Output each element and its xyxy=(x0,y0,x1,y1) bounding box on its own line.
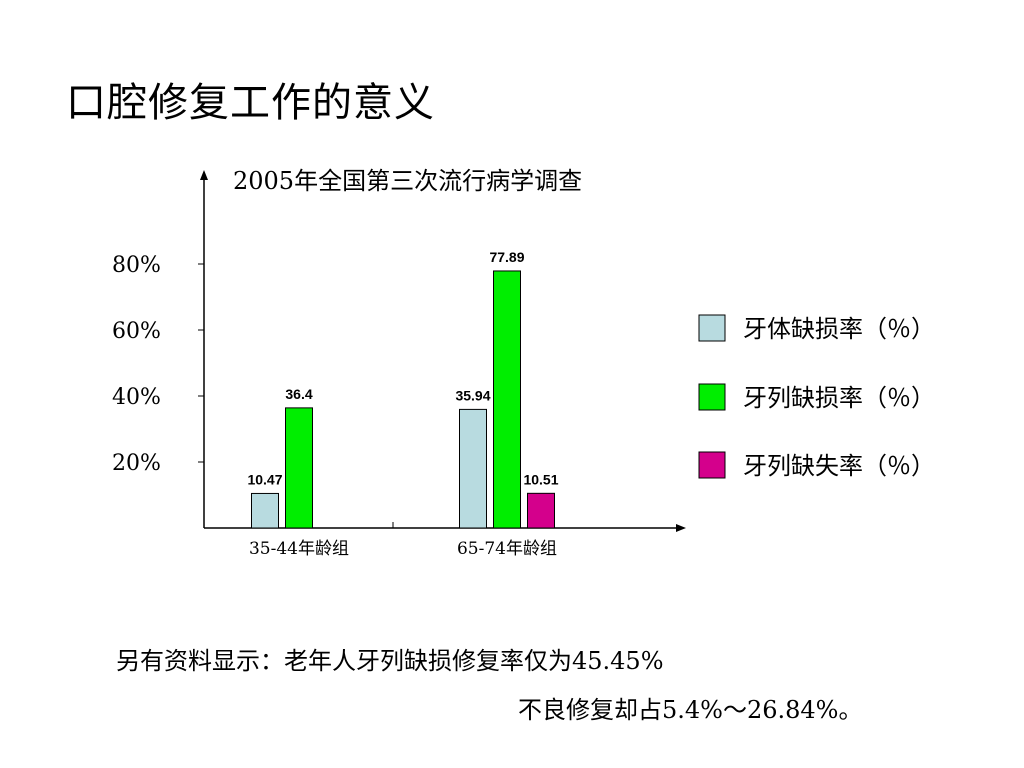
bar xyxy=(527,492,555,529)
chart-legend: 牙体缺损率（％） 牙列缺损率（％） 牙列缺失率（％） xyxy=(698,314,935,480)
page-title: 口腔修复工作的意义 xyxy=(66,80,435,126)
bar xyxy=(285,407,313,529)
bar-value-label: 35.94 xyxy=(455,387,490,403)
bar-value-label: 10.47 xyxy=(247,471,282,487)
legend-swatch xyxy=(698,383,726,411)
chart-axes xyxy=(200,170,686,532)
x-tick-label: 35-44年龄组 xyxy=(249,539,349,559)
note-line-1: 另有资料显示：老年人牙列缺损修复率仅为45.45% xyxy=(116,647,664,675)
legend-label: 牙列缺失率（％） xyxy=(743,452,935,480)
chart-title: 2005年全国第三次流行病学调查 xyxy=(233,167,582,195)
legend-label: 牙体缺损率（％） xyxy=(743,315,935,343)
legend-swatch xyxy=(698,314,726,342)
bar xyxy=(251,492,279,529)
legend-label: 牙列缺损率（％） xyxy=(743,384,935,412)
chart-bars xyxy=(251,270,555,529)
y-tick-label: 20% xyxy=(112,451,161,476)
x-axis-ticks: 35-44年龄组 65-74年龄组 xyxy=(249,539,557,559)
y-axis-arrow xyxy=(200,170,208,180)
bar xyxy=(493,270,521,529)
bar-value-label: 36.4 xyxy=(285,386,312,402)
y-tick-label: 80% xyxy=(112,253,161,278)
y-tick-label: 60% xyxy=(112,319,161,344)
bar-value-label: 77.89 xyxy=(489,249,524,265)
x-axis-arrow xyxy=(676,524,686,532)
note-line-2: 不良修复却占5.4%～26.84%。 xyxy=(518,696,863,724)
y-tick-label: 40% xyxy=(112,385,161,410)
y-axis-ticks: 20% 40% 60% 80% xyxy=(112,253,204,476)
x-tick-label: 65-74年龄组 xyxy=(457,539,557,559)
data-labels: 10.47 36.4 35.94 77.89 10.51 xyxy=(247,249,558,487)
legend-swatch xyxy=(698,451,726,479)
bar-value-label: 10.51 xyxy=(523,471,558,487)
bar xyxy=(459,408,487,529)
